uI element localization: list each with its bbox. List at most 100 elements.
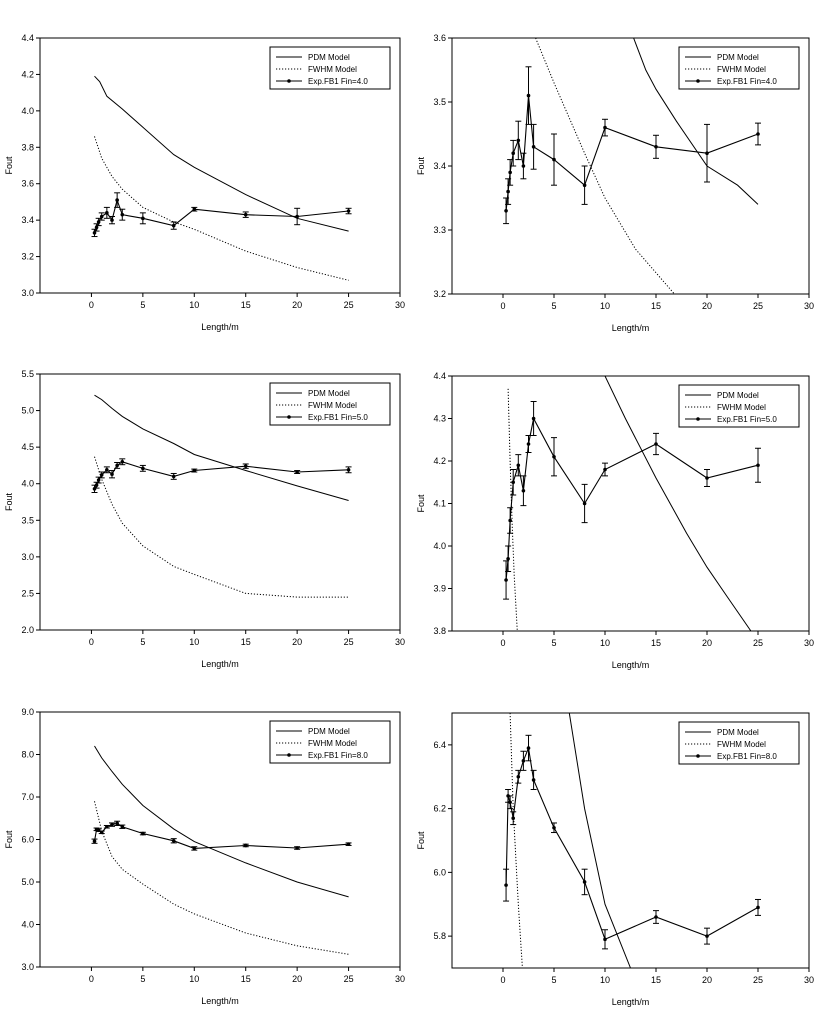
series-line-dotted: [507, 388, 518, 631]
data-area: [503, 713, 761, 968]
data-point: [110, 822, 114, 827]
y-tick-label: 9.0: [21, 707, 34, 717]
data-point: [171, 838, 176, 843]
x-tick-label: 0: [89, 300, 94, 310]
data-point: [120, 459, 125, 464]
y-tick-label: 3.8: [433, 626, 446, 636]
data-point: [92, 839, 97, 843]
legend-marker: [696, 417, 700, 421]
x-tick-label: 15: [651, 638, 661, 648]
legend-label: FWHM Model: [717, 65, 766, 74]
x-tick-label: 15: [651, 301, 661, 311]
data-point: [582, 501, 587, 506]
y-tick-label: 4.0: [21, 479, 34, 489]
y-tick-label: 4.2: [433, 456, 446, 466]
x-tick-label: 25: [753, 301, 763, 311]
y-tick-label: 4.3: [433, 414, 446, 424]
x-axis-label: Length/m: [201, 659, 239, 669]
data-point: [516, 774, 521, 779]
legend: PDM Model FWHM Model Exp.FB1 Fin=8.0: [678, 721, 800, 765]
x-tick-label: 10: [189, 300, 199, 310]
x-axis-label: Length/m: [612, 997, 650, 1007]
data-point: [120, 824, 125, 829]
plot-frame: [39, 37, 401, 294]
x-tick-label: 20: [702, 301, 712, 311]
y-tick-label: 8.0: [21, 750, 34, 760]
x-tick-label: 25: [753, 638, 763, 648]
data-point: [521, 488, 526, 493]
data-point: [521, 164, 526, 168]
chart-panel-middle-right: 0 5 10 15 20 25 30 3.8 3.9 4.0 4.1 4.2 4.3 4.4 Length/…: [416, 371, 814, 670]
y-tick-label: 6.0: [433, 867, 446, 877]
legend: PDM Model FWHM Model Exp.FB1 Fin=4.0: [269, 46, 391, 90]
data-point: [603, 467, 607, 472]
y-tick-label: 3.2: [21, 252, 34, 262]
legend-label: Exp.FB1 Fin=5.0: [308, 413, 368, 422]
y-tick-label: 4.0: [21, 106, 34, 116]
x-tick-label: 5: [140, 300, 145, 310]
x-tick-label: 30: [395, 300, 405, 310]
x-tick-label: 30: [395, 974, 405, 984]
data-point: [96, 220, 101, 224]
data-point: [346, 209, 351, 213]
data-point: [120, 212, 125, 217]
data-point: [654, 915, 658, 919]
legend-label: FWHM Model: [717, 740, 766, 749]
data-point: [99, 473, 104, 477]
data-point: [603, 937, 607, 942]
y-axis-label: Fout: [416, 831, 426, 850]
x-axis-label: Length/m: [612, 660, 650, 670]
x-tick-label: 20: [292, 300, 302, 310]
y-axis-label: Fout: [4, 156, 14, 175]
data-point: [531, 778, 536, 782]
data-area: [91, 75, 352, 281]
series-line-dotted: [94, 456, 349, 598]
legend-label: Exp.FB1 Fin=4.0: [308, 77, 368, 86]
x-tick-label: 5: [140, 974, 145, 984]
data-point: [115, 463, 119, 468]
data-point: [96, 828, 101, 832]
legend-label: PDM Model: [308, 53, 350, 62]
data-point: [526, 442, 531, 446]
x-tick-label: 0: [500, 301, 505, 311]
data-point: [521, 759, 526, 763]
legend: PDM Model FWHM Model Exp.FB1 Fin=8.0: [269, 720, 391, 764]
data-point: [141, 466, 145, 471]
x-tick-label: 0: [89, 637, 94, 647]
x-tick-label: 20: [292, 974, 302, 984]
data-point: [516, 138, 521, 143]
data-area: [503, 376, 761, 631]
data-point: [171, 474, 176, 479]
data-point: [531, 145, 536, 149]
legend-label: PDM Model: [717, 391, 759, 400]
y-tick-label: 3.0: [21, 288, 34, 298]
y-tick-label: 5.0: [21, 406, 34, 416]
data-point: [346, 468, 351, 472]
legend-label: FWHM Model: [308, 65, 357, 74]
y-tick-label: 4.1: [433, 499, 446, 509]
x-tick-label: 5: [551, 301, 556, 311]
data-point: [506, 794, 510, 798]
x-tick-label: 20: [292, 637, 302, 647]
data-point: [511, 151, 515, 155]
data-point: [526, 93, 531, 98]
x-tick-label: 25: [344, 637, 354, 647]
x-tick-label: 0: [500, 638, 505, 648]
x-tick-label: 30: [804, 638, 814, 648]
data-point: [504, 883, 508, 887]
y-tick-label: 4.0: [433, 541, 446, 551]
data-point: [531, 416, 536, 421]
chart-panel-bottom-right: 0 5 10 15 20 25 30 5.8 6.0 6.2 6.4 Length/m Fout PDM …: [416, 712, 814, 1007]
data-point: [105, 468, 109, 472]
y-tick-label: 7.0: [21, 792, 34, 802]
y-tick-label: 6.4: [433, 740, 446, 750]
legend-label: PDM Model: [308, 727, 350, 736]
data-point: [141, 216, 145, 221]
y-axis-label: Fout: [4, 830, 14, 849]
data-point: [552, 454, 556, 459]
data-point: [506, 556, 510, 561]
legend-label: FWHM Model: [308, 401, 357, 410]
series-line-marker: [505, 95, 759, 211]
data-point: [92, 231, 97, 235]
y-tick-label: 3.5: [433, 97, 446, 107]
